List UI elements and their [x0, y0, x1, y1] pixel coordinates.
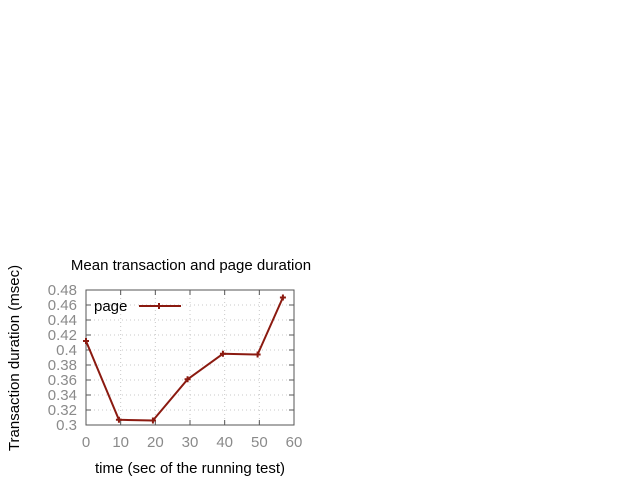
legend-swatch-marker [156, 303, 162, 309]
data-point [254, 351, 261, 358]
y-tick-label: 0.36 [48, 372, 77, 389]
data-point [115, 416, 122, 423]
x-tick-label: 40 [216, 434, 233, 451]
y-tick-label: 0.38 [48, 357, 77, 374]
y-tick-label: 0.4 [56, 342, 77, 359]
y-tick-label: 0.46 [48, 297, 77, 314]
x-tick-label: 50 [251, 434, 268, 451]
y-tick-label: 0.34 [48, 387, 77, 404]
data-point [279, 294, 286, 301]
x-axis-label: time (sec of the running test) [95, 460, 285, 477]
series-line [85, 297, 284, 422]
y-tick-label: 0.42 [48, 327, 77, 344]
y-tick-label: 0.48 [48, 282, 77, 299]
y-tick-label: 0.32 [48, 402, 77, 419]
y-tick-label: 0.44 [48, 312, 77, 329]
y-axis: 0.30.320.340.360.380.40.420.440.460.48 [48, 282, 294, 434]
legend-label: page [94, 298, 127, 315]
series-layer [83, 294, 286, 424]
data-point [184, 376, 191, 383]
x-axis: 0 10 20 30 40 50 60 [82, 290, 303, 451]
x-tick-label: 20 [147, 434, 164, 451]
data-point [149, 417, 156, 424]
chart-title: Mean transaction and page duration [71, 257, 311, 274]
x-tick-label: 60 [286, 434, 303, 451]
x-tick-label: 0 [82, 434, 90, 451]
x-tick-label: 30 [182, 434, 199, 451]
y-axis-label: Transaction duration (msec) [6, 265, 23, 451]
y-tick-label: 0.3 [56, 417, 77, 434]
x-tick-label: 10 [112, 434, 129, 451]
data-point [83, 338, 89, 344]
data-point [219, 350, 226, 357]
legend: page [94, 298, 181, 315]
